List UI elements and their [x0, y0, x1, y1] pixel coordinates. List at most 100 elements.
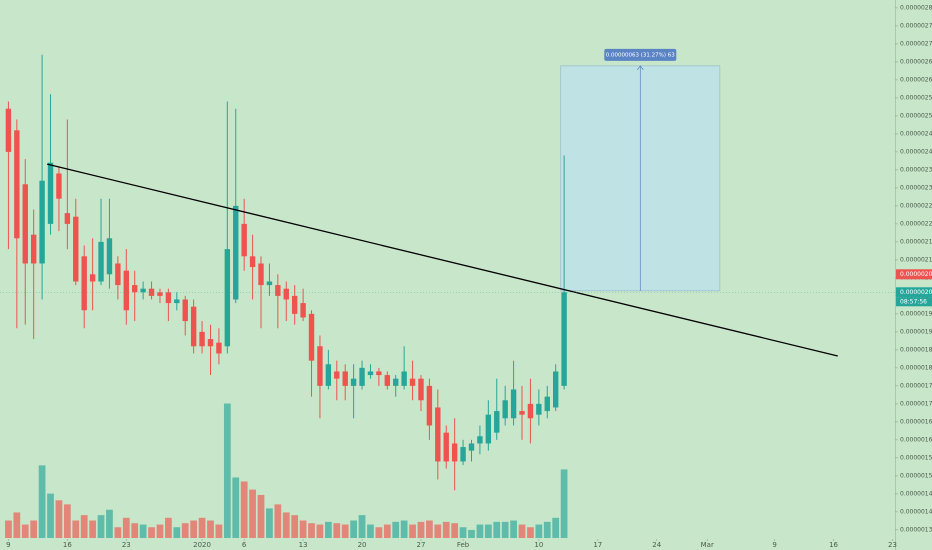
y-tick-label: 0.00000255 — [900, 94, 932, 101]
volume-bar — [257, 494, 265, 538]
x-tick-label: 24 — [652, 541, 661, 549]
candle-body — [249, 256, 256, 268]
volume-bar — [476, 524, 484, 538]
candle-body — [174, 299, 180, 304]
y-tick-label: 0.00000175 — [900, 382, 932, 389]
x-tick-label: Mar — [701, 541, 714, 549]
volume-bar — [249, 489, 256, 538]
volume-bar — [527, 527, 534, 538]
candle-body — [334, 371, 340, 379]
candle-body — [494, 411, 500, 433]
x-tick-label: 6 — [242, 541, 247, 549]
x-tick-label: 9 — [772, 541, 776, 549]
candle-body — [409, 378, 416, 386]
volume-bar — [21, 524, 29, 538]
candle-body — [401, 371, 407, 386]
volume-bar — [89, 520, 96, 538]
candle-body — [544, 396, 550, 412]
y-tick-label: 0.00000155 — [900, 454, 932, 461]
volume-bar — [333, 523, 341, 538]
x-tick-label: 10 — [534, 541, 543, 549]
volume-bar — [324, 521, 332, 538]
volume-bar — [417, 521, 425, 538]
volume-bar — [232, 477, 240, 538]
candle-body — [283, 288, 289, 300]
trendline — [46, 163, 838, 357]
candle-body — [190, 306, 197, 347]
candle-body — [233, 205, 239, 300]
candle-body — [317, 346, 323, 386]
candle-body — [39, 180, 45, 264]
candle-body — [291, 295, 298, 314]
x-tick-label: 17 — [593, 541, 602, 549]
candle-body — [98, 241, 104, 282]
candle-body — [266, 281, 273, 286]
candle-body — [5, 108, 12, 152]
candle-body — [435, 407, 441, 462]
x-tick-label: 16 — [63, 541, 72, 549]
measure-label-bg — [604, 48, 677, 61]
y-tick-label: 0.00000235 — [900, 166, 932, 173]
candle-body — [64, 213, 71, 224]
volume-bar — [451, 523, 459, 538]
candle-body — [207, 339, 214, 347]
candle-body — [485, 414, 492, 444]
volume-bar — [13, 512, 21, 538]
candle-body — [527, 403, 534, 419]
price-tag-bg — [896, 269, 932, 280]
volume-bar — [80, 515, 88, 538]
y-tick-label: 0.00000195 — [900, 310, 932, 317]
volume-bar — [409, 524, 416, 538]
y-tick-label: 0.00000280 — [900, 4, 932, 11]
volume-bar — [434, 524, 442, 538]
volume-bar — [30, 520, 38, 538]
candle-body — [47, 162, 54, 224]
volume-bar — [484, 524, 492, 538]
candle-body — [81, 256, 87, 311]
candle-body — [106, 238, 113, 275]
price-tag: 0.00000206 — [900, 271, 932, 278]
volume-bar — [468, 529, 475, 538]
y-tick-label: 0.00000145 — [900, 490, 932, 497]
volume-bar — [97, 515, 105, 538]
volume-bar — [560, 469, 568, 538]
candle-body — [350, 378, 357, 386]
candle-body — [89, 274, 96, 282]
y-tick-label: 0.00000225 — [900, 202, 932, 209]
candle-body — [561, 292, 567, 386]
candle-body — [56, 173, 62, 199]
x-tick-label: 20 — [358, 541, 367, 549]
volume-bar — [131, 523, 139, 538]
volume-bar — [535, 524, 543, 538]
volume-bar — [63, 504, 71, 538]
volume-bar — [501, 521, 509, 538]
candle-body — [477, 436, 483, 444]
volume-bar — [442, 521, 450, 538]
volume-bar — [282, 512, 290, 538]
candle-body — [342, 371, 348, 386]
candle-body — [241, 223, 247, 257]
volume-bar — [400, 520, 408, 538]
volume-bar — [493, 521, 501, 538]
measure-arrow-head — [637, 65, 644, 71]
volume-bar — [55, 500, 63, 538]
volume-bar — [383, 524, 391, 538]
volume-bar — [223, 403, 231, 538]
x-tick-label: 27 — [417, 541, 426, 549]
volume-bar — [122, 517, 130, 538]
volume-bar — [552, 517, 560, 538]
volume-bar — [240, 481, 248, 538]
x-tick-label: 9 — [6, 541, 10, 549]
volume-bar — [156, 524, 164, 538]
candle-body — [359, 367, 365, 386]
volume-bar — [316, 524, 324, 538]
